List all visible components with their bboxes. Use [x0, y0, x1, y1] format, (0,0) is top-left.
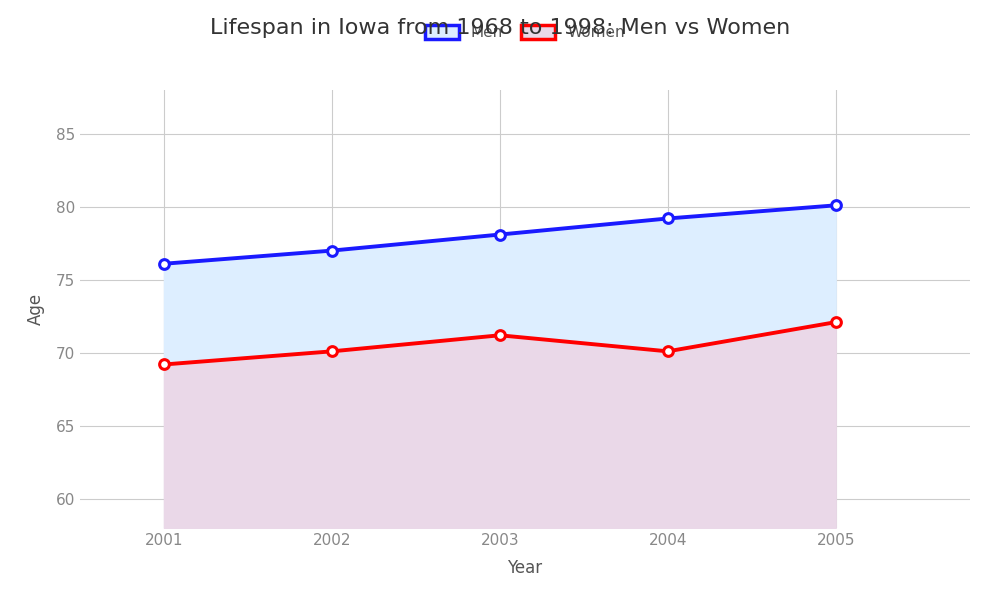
X-axis label: Year: Year [507, 559, 543, 577]
Legend: Men, Women: Men, Women [419, 19, 631, 46]
Y-axis label: Age: Age [27, 293, 45, 325]
Text: Lifespan in Iowa from 1968 to 1998: Men vs Women: Lifespan in Iowa from 1968 to 1998: Men … [210, 18, 790, 38]
